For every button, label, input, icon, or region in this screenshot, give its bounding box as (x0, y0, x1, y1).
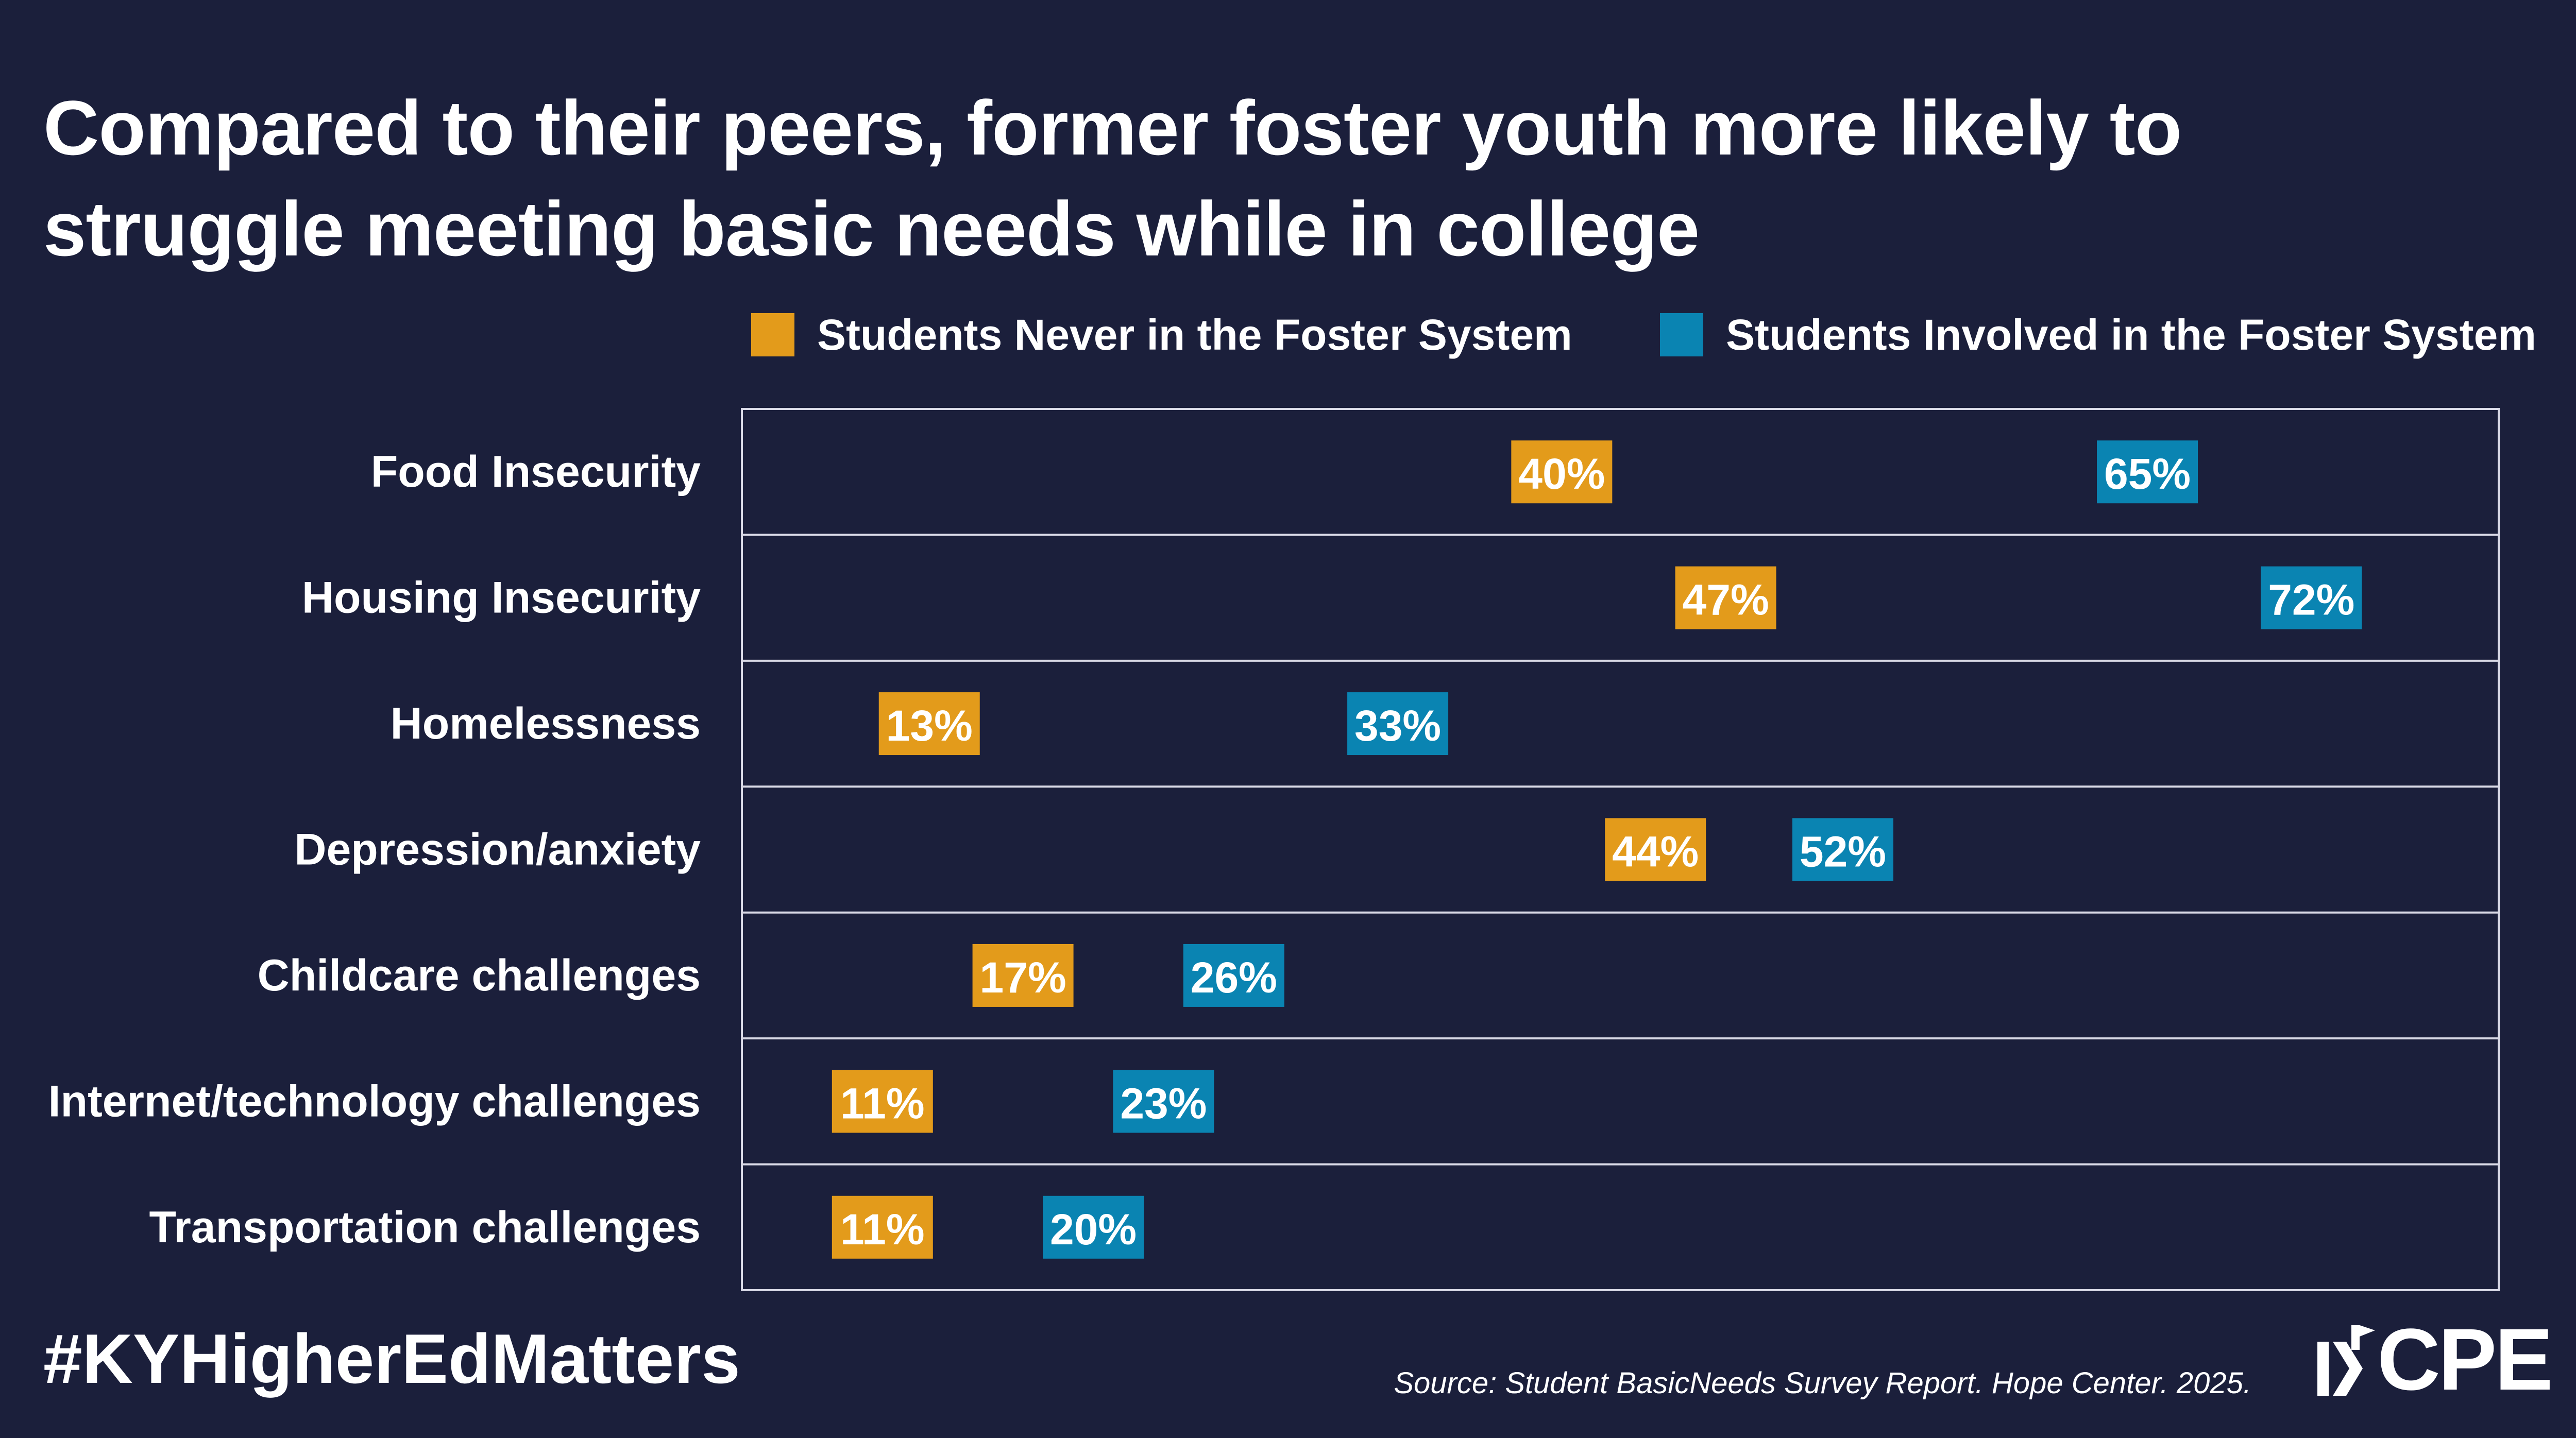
value-marker (832, 1195, 933, 1259)
value-label: 33% (1354, 701, 1441, 750)
value-label: 72% (2268, 576, 2354, 624)
category-label: Depression/anxiety (294, 825, 701, 875)
value-marker (1183, 944, 1284, 1007)
value-marker (878, 692, 980, 756)
legend-item-never: Students Never in the Foster System (751, 309, 1572, 361)
value-marker (1511, 440, 1613, 504)
value-marker (972, 944, 1074, 1007)
value-marker (2097, 440, 2198, 504)
category-label: Homelessness (391, 699, 701, 748)
value-marker (1043, 1195, 1144, 1259)
value-marker (1113, 1070, 1214, 1133)
value-marker (832, 1070, 933, 1133)
value-marker (1347, 692, 1449, 756)
hashtag: #KYHigherEdMatters (43, 1320, 740, 1398)
value-label: 11% (840, 1205, 925, 1254)
value-label: 52% (1800, 828, 1886, 876)
chart-title: Compared to their peers, former foster y… (43, 84, 2182, 272)
category-label: Food Insecurity (371, 447, 701, 497)
category-label: Transportation challenges (149, 1203, 701, 1252)
cpe-logo: CPE (2315, 1311, 2553, 1409)
value-marker (1605, 818, 1706, 881)
plot-frame (741, 408, 2500, 1291)
value-marker (2261, 566, 2362, 629)
legend-item-involved: Students Involved in the Foster System (1660, 309, 2536, 361)
value-label: 47% (1683, 576, 1769, 624)
value-label: 26% (1191, 953, 1277, 1002)
value-label: 40% (1518, 450, 1605, 498)
category-label: Internet/technology challenges (48, 1076, 701, 1126)
value-label: 17% (980, 953, 1066, 1002)
value-label: 20% (1050, 1205, 1137, 1254)
source-note: Source: Student BasicNeeds Survey Report… (1394, 1366, 2251, 1400)
cpe-logo-mark-icon (2317, 1325, 2375, 1396)
legend-swatch-involved (1660, 313, 1703, 356)
legend-label-involved: Students Involved in the Foster System (1726, 310, 2536, 359)
category-label: Housing Insecurity (302, 573, 701, 623)
legend-label-never: Students Never in the Foster System (817, 310, 1572, 359)
value-label: 23% (1120, 1079, 1207, 1127)
value-label: 65% (2104, 450, 2191, 498)
value-label: 44% (1612, 828, 1699, 876)
value-label: 13% (886, 701, 973, 750)
value-marker (1675, 566, 1776, 629)
value-label: 11% (840, 1079, 925, 1127)
legend-swatch-never (751, 313, 794, 356)
cpe-logo-text: CPE (2377, 1311, 2553, 1409)
value-marker (1792, 818, 1893, 881)
category-label: Childcare challenges (258, 951, 701, 1000)
